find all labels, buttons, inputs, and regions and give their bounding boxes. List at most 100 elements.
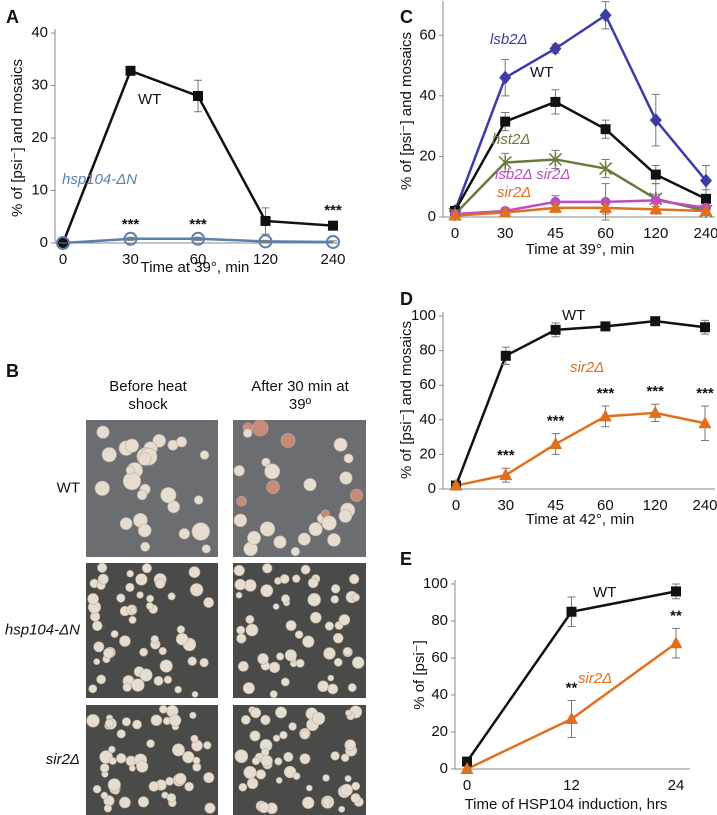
x-tick-label: 240: [320, 251, 345, 268]
colony: [238, 660, 249, 672]
colony: [116, 753, 127, 764]
colony: [146, 739, 155, 748]
marker: [548, 200, 562, 213]
colony: [122, 472, 142, 491]
colony: [352, 656, 365, 669]
colony: [97, 573, 109, 585]
colony: [245, 614, 255, 624]
colony: [125, 465, 135, 475]
colony: [342, 647, 352, 656]
colony: [255, 769, 266, 780]
colony: [323, 647, 336, 660]
colony: [275, 777, 283, 784]
colony: [163, 675, 173, 684]
colony: [138, 452, 152, 466]
x-tick-label: 60: [597, 497, 614, 514]
colony: [132, 719, 142, 730]
colony: [257, 653, 269, 665]
colony: [182, 751, 195, 764]
colony: [338, 509, 353, 523]
colony: [242, 682, 255, 695]
colony: [339, 471, 353, 485]
colony: [272, 603, 280, 610]
colony: [119, 517, 133, 530]
y-tick-label: 0: [40, 234, 48, 251]
colony: [283, 751, 294, 762]
marker: [549, 41, 562, 56]
colony: [108, 745, 116, 754]
colony: [233, 513, 248, 528]
annotation: ***: [597, 385, 615, 402]
x-tick-label: 45: [547, 497, 564, 514]
marker: [649, 202, 663, 215]
series-line: [453, 13, 707, 212]
marker: [698, 416, 712, 429]
series-label: lsb2Δ sir2Δ: [495, 166, 570, 183]
marker: [462, 756, 472, 767]
colony: [290, 546, 300, 557]
marker: [448, 208, 462, 221]
colony: [107, 778, 121, 792]
colony: [260, 754, 273, 767]
marker: [599, 161, 613, 176]
y-tick-label: 20: [419, 445, 436, 462]
colony: [189, 711, 197, 719]
colony: [171, 743, 185, 757]
colony: [338, 805, 346, 813]
marker: [498, 155, 512, 170]
series-label: sir2Δ: [578, 670, 612, 687]
marker: [550, 324, 561, 335]
annotation: ***: [646, 383, 664, 400]
marker: [326, 234, 340, 249]
error-bar: [126, 236, 135, 241]
y-tick-label: 20: [419, 147, 436, 164]
colony: [344, 739, 357, 751]
colony: [137, 523, 152, 538]
colony: [199, 657, 209, 668]
colony: [234, 749, 249, 763]
y-tick-label: 10: [31, 181, 48, 198]
colony: [146, 602, 154, 610]
y-tick-label: 60: [431, 649, 448, 666]
colony: [308, 522, 323, 537]
colony: [158, 646, 167, 656]
colony: [322, 796, 332, 807]
colony: [124, 438, 139, 453]
colony: [234, 578, 247, 591]
colony: [105, 718, 114, 728]
x-tick-label: 60: [597, 225, 614, 242]
marker: [193, 91, 203, 101]
colony: [122, 682, 132, 692]
colony: [340, 753, 350, 762]
colony: [99, 763, 110, 773]
colony: [351, 593, 360, 602]
colony: [140, 541, 151, 552]
colony: [101, 447, 117, 463]
colony: [260, 714, 271, 726]
colony: [174, 772, 187, 785]
colony: [121, 717, 131, 727]
colony: [203, 772, 215, 784]
marker: [650, 316, 661, 327]
marker: [191, 231, 205, 246]
series-label: lsb2Δ: [490, 31, 528, 48]
colony: [246, 777, 259, 790]
colony: [280, 433, 296, 448]
series-label: WT: [530, 64, 553, 81]
colony: [116, 593, 126, 603]
panel-label: C: [400, 7, 413, 27]
marker: [499, 468, 513, 481]
panel-label: D: [400, 289, 413, 309]
colony: [135, 573, 148, 586]
colony: [303, 478, 317, 492]
colony: [236, 625, 246, 635]
colony: [176, 436, 188, 448]
series-label: WT: [138, 91, 161, 108]
marker: [460, 762, 474, 774]
marker: [549, 437, 563, 450]
marker: [599, 200, 613, 213]
annotation: ***: [122, 216, 140, 233]
colony: [153, 675, 164, 686]
y-tick-label: 0: [428, 208, 436, 225]
marker: [650, 195, 661, 206]
